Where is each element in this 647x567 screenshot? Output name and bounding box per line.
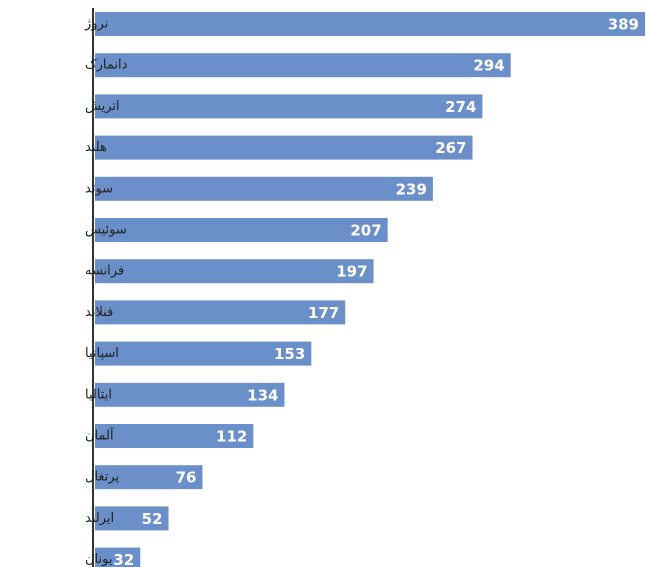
bar bbox=[95, 259, 374, 283]
value-label: 153 bbox=[274, 345, 305, 363]
value-label: 52 bbox=[142, 510, 163, 528]
category-label: دانمارک bbox=[85, 58, 128, 73]
value-label: 389 bbox=[608, 16, 639, 34]
category-label: سوئیس bbox=[85, 223, 127, 238]
category-label: فرانسه bbox=[85, 264, 124, 279]
category-label: اسپانیا bbox=[85, 346, 119, 361]
value-label: 112 bbox=[216, 428, 247, 446]
bar bbox=[95, 12, 645, 36]
value-label: 294 bbox=[473, 57, 504, 75]
bar bbox=[95, 177, 433, 201]
category-label: یونان bbox=[85, 552, 113, 567]
value-label: 239 bbox=[396, 180, 427, 198]
value-label: 267 bbox=[435, 139, 466, 157]
value-label: 274 bbox=[445, 98, 476, 116]
value-label: 32 bbox=[113, 551, 134, 567]
bar bbox=[95, 218, 388, 242]
category-label: فنلاند bbox=[85, 305, 113, 320]
value-label: 177 bbox=[308, 304, 339, 322]
category-label: هلند bbox=[85, 140, 107, 155]
category-label: نروژ bbox=[84, 17, 108, 32]
category-label: ایتالیا bbox=[85, 387, 112, 402]
bar bbox=[95, 94, 482, 118]
bar bbox=[95, 53, 511, 77]
category-label: پرتغال bbox=[85, 470, 119, 485]
value-label: 76 bbox=[176, 469, 197, 487]
value-label: 134 bbox=[247, 386, 278, 404]
category-label: اتریش bbox=[85, 99, 120, 114]
category-label: ایرلند bbox=[85, 511, 114, 526]
category-label: سوئد bbox=[85, 181, 113, 196]
bar bbox=[95, 136, 473, 160]
chart: 389 نروژ 294 دانمارک 274 اتریش 267 هلند 239 سوئد 2… bbox=[0, 0, 647, 567]
page: {"chart_data": {"type": "bar", "orientat… bbox=[0, 0, 647, 567]
value-label: 197 bbox=[336, 263, 367, 281]
category-label: آلمان bbox=[85, 427, 115, 444]
value-label: 207 bbox=[350, 222, 381, 240]
